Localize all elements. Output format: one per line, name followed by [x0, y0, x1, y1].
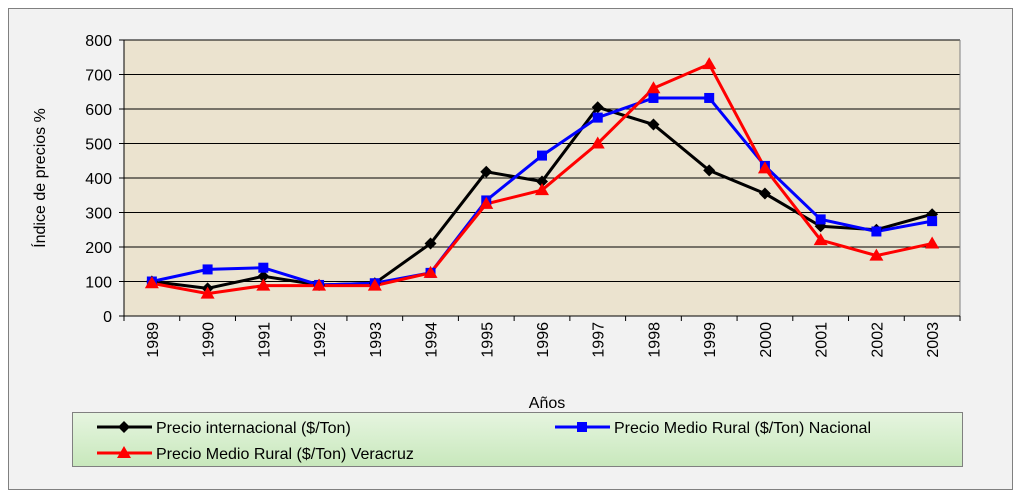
x-tick-label: 2000: [758, 322, 775, 358]
point: [535, 183, 549, 196]
x-tick-label: 1994: [424, 322, 441, 358]
y-tick-label: 400: [85, 171, 112, 188]
point: [367, 278, 382, 291]
point: [815, 214, 826, 225]
legend-label: Precio Medio Rural ($/Ton) Nacional: [614, 420, 871, 437]
point: [704, 92, 715, 103]
point: [256, 278, 271, 291]
x-tick-label: 1998: [646, 322, 663, 358]
point: [423, 265, 438, 278]
y-tick-label: 0: [103, 309, 112, 326]
y-tick-label: 700: [85, 68, 112, 85]
x-tick-label: 1993: [368, 322, 385, 358]
point: [702, 57, 717, 70]
legend-marker: [117, 446, 131, 458]
point: [536, 175, 548, 188]
point: [257, 270, 270, 283]
x-tick-label: 1990: [201, 322, 218, 358]
x-tick-label: 2001: [814, 322, 831, 358]
x-tick-label: 2002: [869, 322, 886, 358]
point: [757, 161, 772, 174]
y-tick-label: 800: [85, 33, 112, 50]
point: [590, 136, 605, 149]
point: [927, 216, 938, 227]
y-axis-title: Índice de precios %: [30, 108, 49, 248]
point: [871, 226, 882, 237]
point: [869, 248, 884, 261]
legend-box: [72, 412, 963, 467]
point: [648, 92, 659, 103]
legend-label: Precio internacional ($/Ton): [156, 420, 351, 437]
x-tick-label: 1999: [702, 322, 719, 358]
point: [480, 165, 493, 178]
y-tick-label: 600: [85, 102, 112, 119]
x-tick-label: 1991: [256, 322, 273, 358]
point: [479, 196, 494, 209]
point: [647, 118, 660, 131]
y-tick-label: 100: [85, 275, 112, 292]
y-tick-label: 500: [85, 137, 112, 154]
point: [258, 262, 269, 273]
legend-marker: [118, 421, 130, 433]
x-tick-label: 1992: [312, 322, 329, 358]
point: [200, 286, 215, 299]
x-tick-label: 2003: [925, 322, 942, 358]
point: [202, 264, 213, 275]
x-tick-label: 1995: [479, 322, 496, 358]
point: [424, 237, 437, 250]
point: [591, 101, 604, 114]
point: [537, 150, 547, 161]
x-tick-label: 1989: [145, 322, 162, 358]
point: [703, 164, 716, 177]
x-axis-title: Años: [529, 395, 565, 412]
point: [758, 187, 771, 200]
legend-label: Precio Medio Rural ($/Ton) Veracruz: [156, 446, 414, 463]
y-tick-label: 200: [85, 240, 112, 257]
x-tick-label: 1997: [591, 322, 608, 358]
point: [925, 236, 940, 249]
point: [144, 276, 159, 289]
x-tick-label: 1996: [535, 322, 552, 358]
point: [312, 278, 327, 291]
y-tick-label: 300: [85, 206, 112, 223]
point: [592, 112, 603, 123]
point: [646, 81, 661, 94]
point: [813, 233, 828, 246]
legend-marker: [577, 422, 587, 432]
